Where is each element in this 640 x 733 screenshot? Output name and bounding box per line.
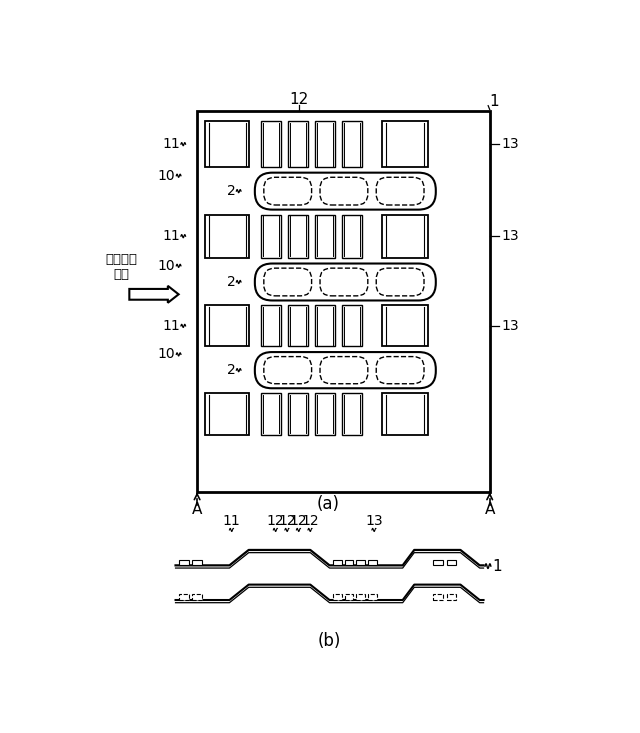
Bar	[193, 594, 202, 600]
Bar	[447, 559, 456, 565]
Text: 11: 11	[163, 319, 180, 333]
Text: 10: 10	[158, 169, 175, 183]
FancyBboxPatch shape	[320, 268, 368, 296]
Text: 13: 13	[501, 319, 519, 333]
Text: 12: 12	[289, 92, 308, 107]
Text: (b): (b)	[318, 632, 341, 650]
FancyBboxPatch shape	[376, 356, 424, 384]
Text: 13: 13	[365, 515, 383, 528]
Bar	[193, 559, 202, 565]
FancyBboxPatch shape	[255, 264, 436, 301]
Bar	[333, 559, 342, 565]
Bar	[382, 306, 428, 347]
Text: 12: 12	[290, 515, 308, 528]
Bar	[288, 215, 308, 258]
Text: 12: 12	[267, 515, 284, 528]
Bar	[382, 215, 428, 258]
FancyBboxPatch shape	[264, 356, 312, 384]
Text: 13: 13	[501, 137, 519, 151]
Bar	[345, 559, 353, 565]
Bar	[261, 393, 281, 435]
Bar	[205, 306, 250, 347]
Bar	[382, 393, 428, 435]
Bar	[345, 594, 353, 600]
Bar	[356, 594, 365, 600]
Text: A: A	[484, 502, 495, 517]
Bar	[333, 594, 342, 600]
FancyArrow shape	[129, 286, 179, 303]
FancyBboxPatch shape	[264, 268, 312, 296]
Bar	[433, 559, 443, 565]
Bar	[288, 306, 308, 347]
Bar	[342, 121, 362, 167]
Text: 11: 11	[163, 137, 180, 151]
FancyBboxPatch shape	[255, 352, 436, 388]
Text: 12: 12	[278, 515, 296, 528]
Bar	[315, 121, 335, 167]
Text: 1: 1	[492, 559, 502, 574]
Text: 13: 13	[501, 229, 519, 243]
FancyBboxPatch shape	[376, 177, 424, 205]
Text: 12: 12	[301, 515, 319, 528]
FancyBboxPatch shape	[264, 177, 312, 205]
Bar	[342, 393, 362, 435]
Bar	[205, 121, 250, 167]
Text: 2: 2	[227, 363, 236, 377]
Text: 2: 2	[227, 275, 236, 289]
Bar	[342, 215, 362, 258]
Text: 空気流れ
方向: 空気流れ 方向	[106, 253, 138, 281]
Bar	[315, 215, 335, 258]
FancyBboxPatch shape	[320, 356, 368, 384]
Text: 11: 11	[223, 515, 241, 528]
Bar	[288, 121, 308, 167]
Bar	[368, 559, 376, 565]
Bar	[368, 594, 376, 600]
Bar	[342, 306, 362, 347]
Text: (a): (a)	[317, 495, 339, 513]
Text: 10: 10	[158, 347, 175, 361]
Bar	[447, 594, 456, 600]
Text: 10: 10	[158, 259, 175, 273]
Bar	[261, 306, 281, 347]
Text: A: A	[192, 502, 202, 517]
Bar	[261, 121, 281, 167]
Bar	[315, 393, 335, 435]
Bar	[433, 594, 443, 600]
Bar	[205, 393, 250, 435]
Bar	[315, 306, 335, 347]
Bar	[179, 594, 189, 600]
Bar	[197, 111, 490, 493]
Bar	[205, 215, 250, 258]
Text: 1: 1	[490, 94, 499, 108]
Bar	[356, 559, 365, 565]
Bar	[288, 393, 308, 435]
Text: 2: 2	[227, 184, 236, 198]
Bar	[261, 215, 281, 258]
FancyBboxPatch shape	[376, 268, 424, 296]
Text: 11: 11	[163, 229, 180, 243]
Bar	[382, 121, 428, 167]
Bar	[179, 559, 189, 565]
FancyBboxPatch shape	[255, 173, 436, 210]
FancyBboxPatch shape	[320, 177, 368, 205]
